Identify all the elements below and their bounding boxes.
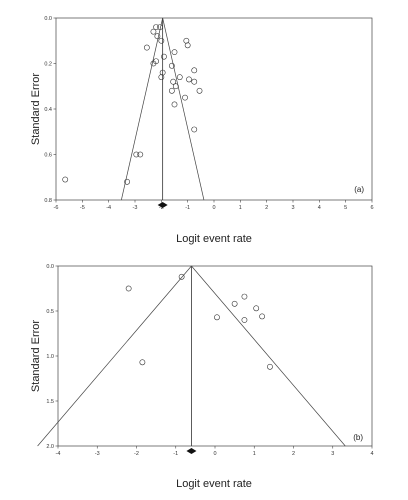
funnel-left-line [37,265,192,447]
funnel-left-line [121,17,163,201]
study-point [157,24,163,30]
funnel-right-line [162,17,205,201]
x-axis-title-a: Logit event rate [176,233,252,245]
y-tick-label: 0.2 [44,62,52,68]
study-point [158,74,165,81]
study-point [183,37,190,44]
study-point [158,37,165,44]
x-tick-label: 1 [253,451,256,457]
study-point [178,273,185,280]
x-tick-label: 0 [212,205,215,211]
study-point [124,178,130,185]
x-tick-label: -3 [133,205,138,211]
x-tick-label: -2 [159,205,164,211]
x-tick-label: 3 [331,451,334,457]
plot-frame-a [55,17,373,201]
panel-label-b: (b) [353,433,363,442]
y-tick-label: 0.5 [46,309,54,315]
y-axis-title-b: Standard Error [30,320,42,392]
study-point [231,300,238,307]
study-point [62,176,69,183]
y-tick-label: 2.0 [46,444,54,450]
study-point [214,314,220,321]
study-point [182,94,188,101]
y-tick-label: 0.6 [44,153,52,159]
x-tick-label: 6 [370,205,373,211]
x-axis-title-b: Logit event rate [176,478,252,490]
study-point [150,60,157,67]
study-point [253,305,260,312]
panel-label-a: (a) [354,185,364,194]
study-point [191,126,198,133]
study-point [143,44,150,51]
study-point [171,101,178,108]
points-a [62,24,203,185]
y-axis-title-a: Standard Error [30,73,42,145]
funnel-lines-a [121,17,205,208]
study-point [186,76,192,83]
y-tick-label: 0.8 [44,198,52,204]
funnel-lines-b [37,265,346,454]
funnel-right-line [191,265,346,447]
x-tick-label: 5 [344,205,347,211]
x-tick-label: -2 [134,451,139,457]
study-point [172,83,179,90]
study-point [159,69,166,76]
study-point [168,87,175,94]
study-point [241,317,248,323]
x-tick-label: 2 [292,451,295,457]
axis-ticks-a: -6 -5 -4 -3 -2 -1 0 1 2 3 4 5 6 0.0 0.2 0.4 0.6 0.8 [44,16,373,211]
plot-frame-b [57,265,373,447]
x-tick-label: 3 [291,205,294,211]
study-point [154,33,161,40]
study-point [153,24,159,30]
y-tick-label: 0.0 [46,264,54,270]
y-tick-label: 0.0 [44,16,52,22]
x-tick-label: -4 [56,451,61,457]
study-point [139,359,146,366]
points-b [125,273,273,370]
funnel-plot-b: -4 -3 -2 -1 0 1 2 3 4 0.0 0.5 1.0 1.5 2.0 Standard Er… [30,264,374,490]
study-point [184,42,191,49]
x-tick-label: -5 [80,205,85,211]
study-point [171,49,178,56]
axis-ticks-b: -4 -3 -2 -1 0 1 2 3 4 0.0 0.5 1.0 1.5 2.0 [46,264,373,457]
study-point [150,28,157,35]
study-point [133,151,140,158]
summary-diamond [186,448,197,454]
x-tick-label: 0 [213,451,216,457]
x-tick-label: 1 [239,205,242,211]
study-point [176,74,183,81]
x-tick-label: -1 [173,451,178,457]
x-tick-label: -1 [185,205,190,211]
study-point [170,78,177,85]
study-point [196,87,203,94]
study-point [241,293,248,300]
y-tick-label: 0.4 [44,107,52,113]
study-point [267,363,273,370]
funnel-plot-a: -6 -5 -4 -3 -2 -1 0 1 2 3 4 5 6 0.0 0.2 0.4 0.6 0.8 Stand… [30,16,374,245]
study-point [259,313,265,320]
x-tick-label: -6 [54,205,59,211]
x-tick-label: 2 [265,205,268,211]
x-tick-label: 4 [318,205,321,211]
summary-diamond [157,202,168,208]
y-tick-label: 1.5 [46,399,54,405]
study-point [137,151,144,158]
study-point [125,285,132,292]
study-point [161,53,167,60]
x-tick-label: -4 [106,205,111,211]
y-tick-label: 1.0 [46,354,54,360]
x-tick-label: 4 [370,451,373,457]
study-point [191,78,198,85]
study-point [168,62,175,69]
x-tick-label: -3 [95,451,100,457]
study-point [191,67,198,74]
